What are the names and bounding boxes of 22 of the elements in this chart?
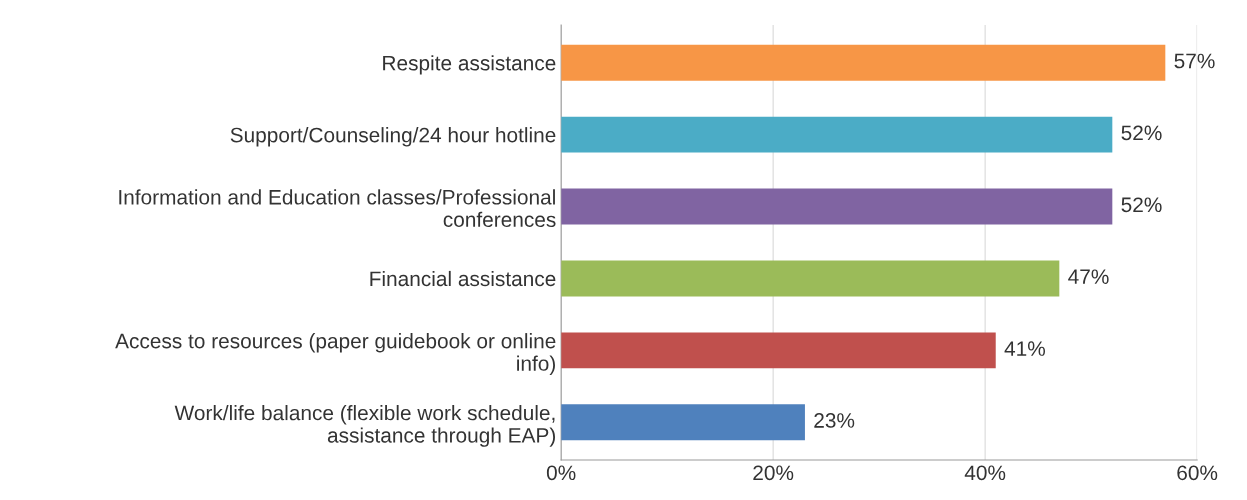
y-tick-label: Financial assistance [370, 270, 556, 287]
y-tick-label: Work/life balance (flexible work schedule, assistance through EAP) [174, 404, 556, 447]
bar [561, 44, 1166, 81]
bar [561, 260, 1060, 297]
bar [561, 116, 1113, 153]
y-tick-label: Respite assistance [383, 55, 556, 75]
x-tick-label: 60% [1177, 465, 1218, 481]
data-label: 52% [1121, 125, 1162, 141]
x-tick-label: 0% [546, 465, 576, 481]
data-label: 57% [1174, 53, 1215, 69]
bar [561, 332, 996, 369]
bar [561, 188, 1113, 225]
y-tick-label: Support/Counseling/24 hour hotline [230, 127, 556, 147]
y-tick-label: Access to resources (paper guidebook or online info) [115, 333, 556, 375]
data-label: 23% [814, 413, 855, 428]
data-label: 47% [1068, 269, 1109, 284]
x-tick-label: 20% [753, 465, 794, 481]
bar [561, 404, 805, 441]
data-label: 41% [1004, 341, 1046, 356]
x-tick-label: 40% [964, 465, 1006, 481]
y-tick-label: Information and Education classes/Professional conferences [119, 189, 556, 228]
data-label: 52% [1121, 197, 1162, 213]
